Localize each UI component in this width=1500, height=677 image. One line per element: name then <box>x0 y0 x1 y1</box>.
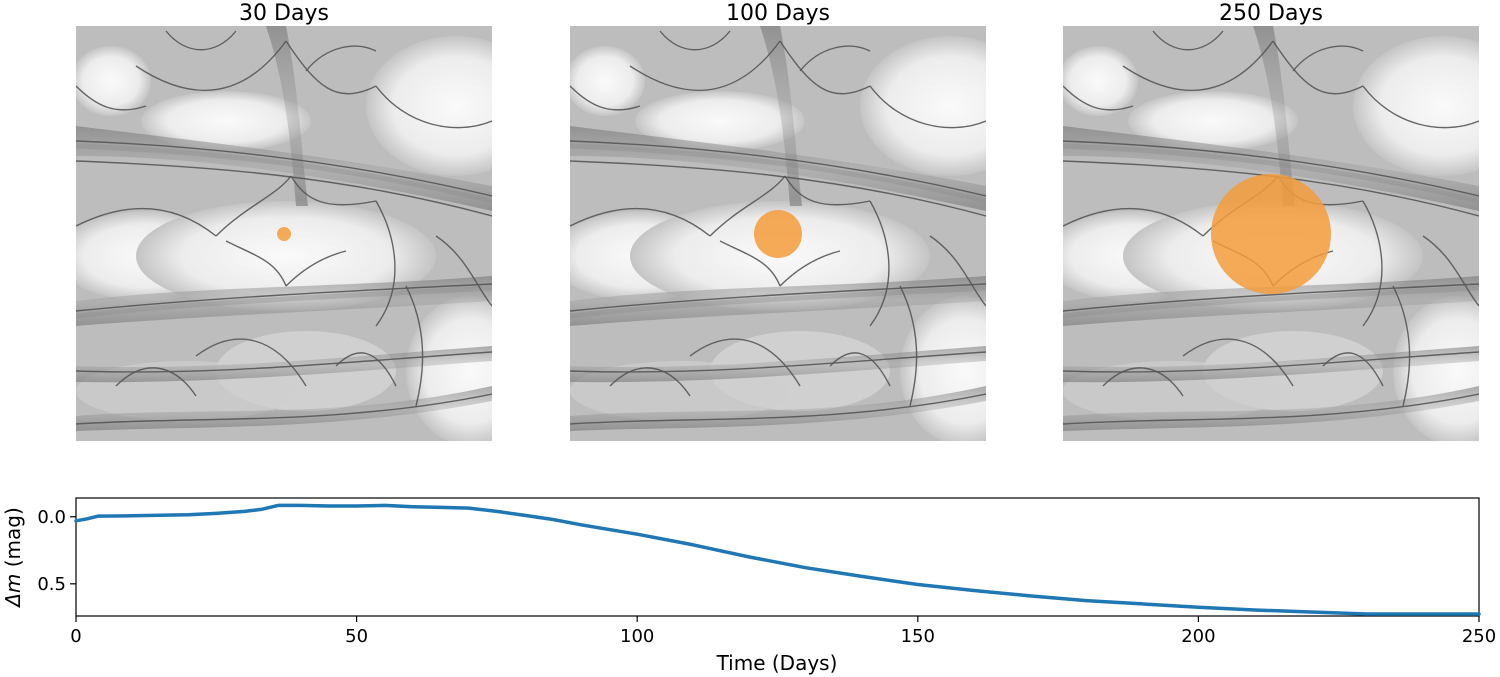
panel-title-1: 30 Days <box>239 1 329 26</box>
panel-title-3: 250 Days <box>1219 1 1323 26</box>
x-tick-label: 100 <box>620 626 654 647</box>
magnification-map-3 <box>1043 26 1500 446</box>
plot-area <box>75 497 1480 617</box>
panel-title-2: 100 Days <box>726 1 830 26</box>
x-axis: 0 50 100 150 200 250 <box>70 616 1496 647</box>
light-curve-chart: 0 50 100 150 200 250 0.0 0.5 Time (Days) Δm (m… <box>1 497 1496 675</box>
x-tick-label: 250 <box>1462 626 1496 647</box>
magnification-map-2 <box>550 26 1040 446</box>
x-axis-label: Time (Days) <box>716 651 838 675</box>
x-tick-label: 50 <box>345 626 368 647</box>
x-tick-label: 200 <box>1181 626 1215 647</box>
y-tick-label: 0.0 <box>37 507 66 528</box>
light-curve-series <box>74 503 1481 616</box>
y-axis-label: Δm (mag) <box>1 507 25 609</box>
source-disk-2 <box>754 210 802 258</box>
source-disk-3 <box>1211 174 1331 294</box>
map-panel-2: 100 Days <box>550 1 1040 446</box>
x-tick-label: 0 <box>70 626 81 647</box>
y-tick-label: 0.5 <box>37 574 66 595</box>
y-axis: 0.0 0.5 <box>37 507 76 595</box>
map-panel-3: 250 Days <box>1043 1 1500 446</box>
map-panel-1: 30 Days <box>56 1 546 446</box>
magnification-map-1 <box>56 26 546 446</box>
y-axis-label-symbol: Δm <box>1 574 25 609</box>
source-disk-1 <box>277 227 291 241</box>
y-axis-label-unit: (mag) <box>1 507 25 573</box>
x-tick-label: 150 <box>901 626 935 647</box>
